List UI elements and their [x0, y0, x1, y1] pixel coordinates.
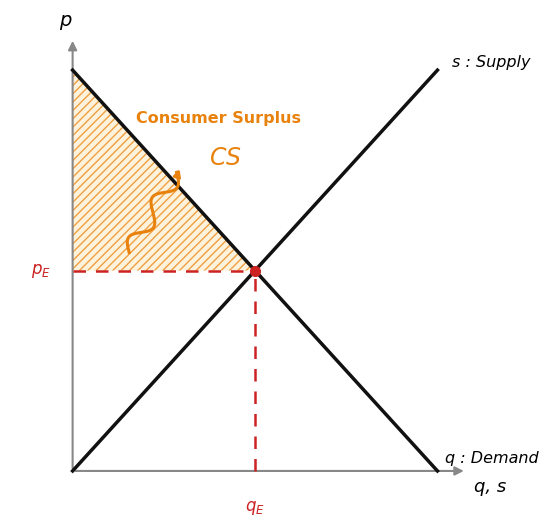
Text: Consumer Surplus: Consumer Surplus	[136, 111, 301, 126]
Text: q : Demand: q : Demand	[445, 452, 538, 466]
Text: $p_E$: $p_E$	[31, 261, 51, 279]
Text: $CS$: $CS$	[209, 146, 242, 170]
Text: $q_E$: $q_E$	[245, 499, 265, 517]
Polygon shape	[73, 70, 255, 270]
Text: s : Supply: s : Supply	[452, 55, 531, 69]
Text: p: p	[59, 11, 72, 30]
Text: q, s: q, s	[474, 478, 506, 496]
